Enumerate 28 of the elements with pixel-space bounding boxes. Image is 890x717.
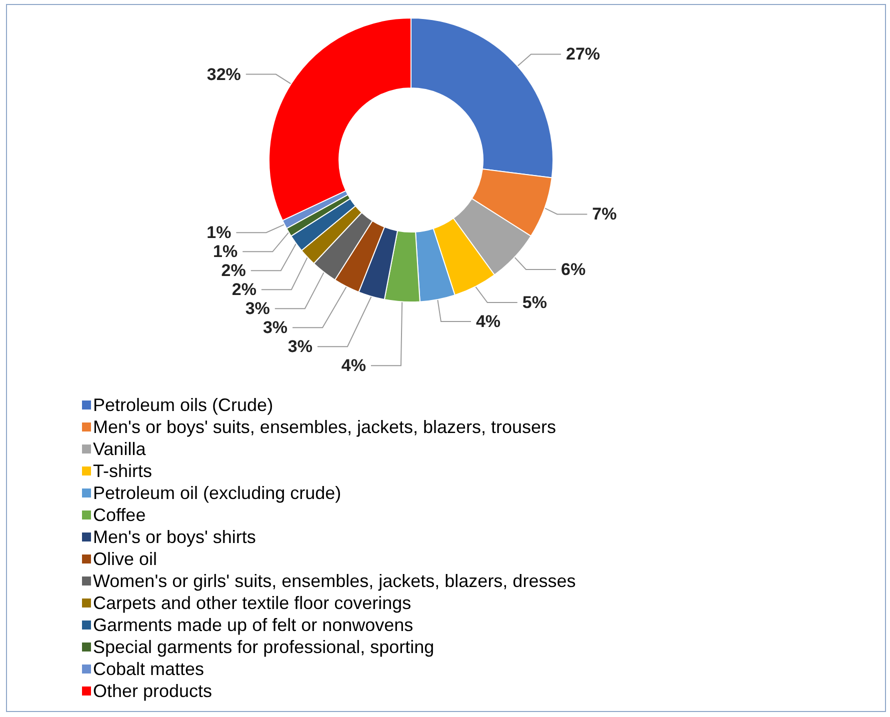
legend-label: Women's or girls' suits, ensembles, jackets, blazers, dresses xyxy=(93,571,576,591)
data-label: 4% xyxy=(476,312,501,332)
data-label: 4% xyxy=(341,356,366,376)
data-label: 7% xyxy=(592,204,617,224)
legend-label: Other products xyxy=(93,681,212,701)
legend-label: Vanilla xyxy=(93,439,147,459)
data-label: 5% xyxy=(522,293,547,312)
data-label: 27% xyxy=(566,44,600,64)
data-label: 1% xyxy=(213,242,238,262)
data-label: 32% xyxy=(206,64,241,84)
legend-label: T-shirts xyxy=(93,461,152,481)
legend-label: Special garments for professional, sporting xyxy=(93,637,434,657)
data-label: 1% xyxy=(206,223,232,242)
legend-label: Carpets and other textile floor coverings xyxy=(93,593,412,613)
legend-label: Cobalt mattes xyxy=(93,659,204,679)
legend-label: Olive oil xyxy=(93,549,158,569)
legend-label: Men's or boys' suits, ensembles, jackets, blazers, trousers xyxy=(93,417,556,437)
data-label: 2% xyxy=(221,261,246,280)
data-label: 3% xyxy=(262,318,288,338)
legend-label: Garments made up of felt or nonwovens xyxy=(93,615,414,635)
data-label: 3% xyxy=(245,299,270,318)
legend-label: Petroleum oil (excluding crude) xyxy=(93,483,342,503)
data-label: 6% xyxy=(560,260,586,280)
data-label: 3% xyxy=(288,337,312,356)
legend-label: Men's or boys' shirts xyxy=(93,527,256,547)
legend-label: Coffee xyxy=(93,505,146,525)
legend-label: Petroleum oils (Crude) xyxy=(93,395,274,415)
data-label: 2% xyxy=(232,280,256,300)
